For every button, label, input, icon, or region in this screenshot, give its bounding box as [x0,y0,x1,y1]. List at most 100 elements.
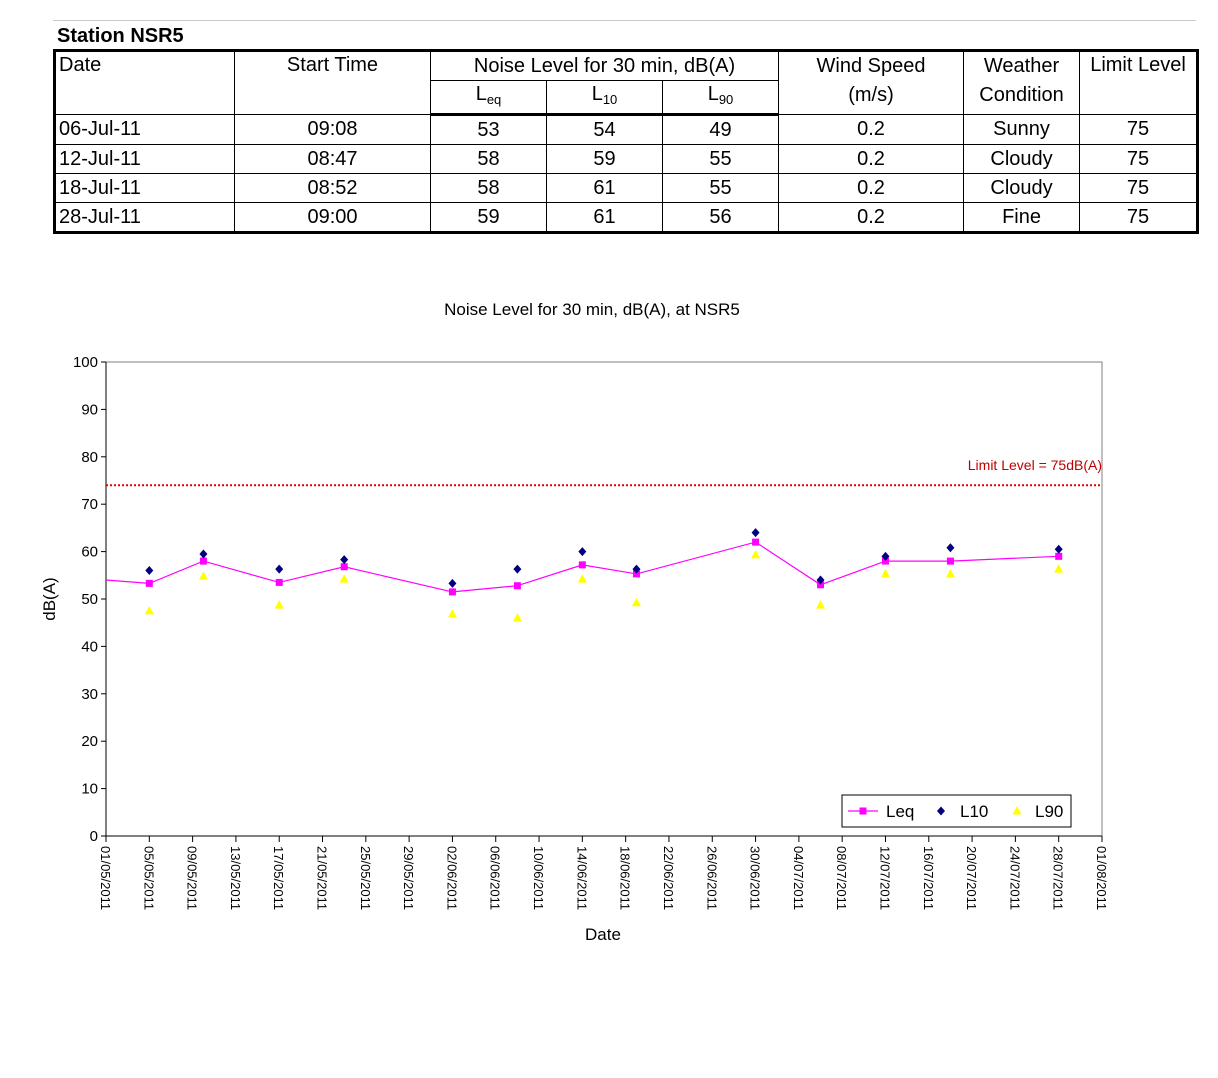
point-l90 [1054,564,1064,573]
y-axis-label: dB(A) [40,577,59,620]
cell-l10: 61 [546,202,663,233]
point-l90 [816,600,826,609]
point-l90 [512,612,522,622]
point-l10 [448,578,457,588]
point-leq [881,557,889,565]
cell-l90: 55 [661,144,780,174]
y-tick-label: 30 [81,686,98,703]
cell-date: 12-Jul-11 [54,144,235,174]
point-l10 [632,564,641,574]
x-tick-label: 01/05/2011 [98,846,113,910]
x-tick-label: 30/06/2011 [748,846,763,910]
cell-leq: 58 [430,144,547,174]
series-line-leq [105,541,1059,593]
l10-main: L [591,83,603,105]
point-l90 [144,605,154,615]
l90-main: L [707,83,719,105]
cell-weather: Cloudy [963,173,1081,203]
legend-marker-leq [859,807,867,815]
cell-limit: 75 [1079,144,1199,174]
y-axis: 0 10 20 30 40 50 60 70 80 90 100 [73,354,107,845]
point-l90 [339,574,349,583]
x-tick-label: 06/06/2011 [488,846,503,910]
x-tick-label: 24/07/2011 [1007,846,1022,910]
legend: Leq L10 L90 [841,794,1072,828]
legend-marker-l90 [1012,806,1022,815]
cell-weather: Fine [963,202,1081,233]
x-tick-label: 02/06/2011 [444,846,459,910]
cell-time: 09:00 [234,202,431,233]
x-tick-label: 10/06/2011 [531,846,546,910]
point-leq [275,578,283,586]
point-l10 [881,551,890,561]
cell-limit: 75 [1079,114,1199,145]
y-tick-label: 40 [81,638,98,655]
l10-sub: 10 [602,92,618,107]
cell-l90: 49 [661,114,780,145]
header-leq: Leq [430,80,547,116]
point-leq [199,557,207,565]
table-row: 06-Jul-11 09:08 53 54 49 0.2 Sunny 75 [54,114,1199,145]
series-l90 [144,549,1064,622]
x-axis: 01/05/2011 05/05/2011 09/05/2011 13/05/2011… [98,835,1109,910]
y-tick-label: 80 [81,449,98,466]
point-l10 [578,547,587,557]
cell-date: 18-Jul-11 [54,173,235,203]
cell-leq: 53 [430,114,547,145]
cell-wind: 0.2 [778,173,965,203]
x-tick-label: 25/05/2011 [358,846,373,910]
table-row: 28-Jul-11 09:00 59 61 56 0.2 Fine 75 [54,202,1199,233]
point-l90 [631,597,641,607]
cell-weather: Cloudy [963,144,1081,174]
point-leq [817,581,825,589]
cell-weather: Sunny [963,114,1081,145]
x-tick-label: 12/07/2011 [877,846,892,910]
cell-wind: 0.2 [778,114,965,145]
x-tick-label: 04/07/2011 [791,846,806,910]
point-leq [946,557,954,565]
cell-l10: 54 [546,114,663,145]
station-title: Station NSR5 [53,20,1196,49]
legend-label-l10: L10 [960,802,988,821]
cell-limit: 75 [1079,202,1199,233]
cell-leq: 59 [430,202,547,233]
y-tick-label: 10 [81,781,98,798]
cell-wind: 0.2 [778,144,965,174]
leq-sub: eq [486,92,502,107]
limit-label: Limit Level = 75dB(A) [968,457,1102,473]
series-group [105,528,1064,622]
point-l90 [274,600,284,609]
point-l10 [816,575,825,585]
plot-area [105,361,1103,837]
point-leq [578,561,586,569]
point-l10 [145,566,154,576]
point-leq [752,538,760,546]
point-l90 [198,571,208,580]
header-weather: Weather Condition [963,50,1081,115]
legend-label-leq: Leq [886,802,914,821]
point-l10 [946,543,955,553]
cell-wind: 0.2 [778,202,965,233]
legend-box [841,794,1072,828]
x-tick-label: 29/05/2011 [401,846,416,910]
table-header-row-1: Date Start Time Noise Level for 30 min, … [54,50,1199,115]
x-tick-label: 21/05/2011 [315,846,330,910]
y-tick-label: 0 [90,828,98,845]
point-l10 [513,564,522,574]
noise-table-section: Station NSR5 Date Start Time Noise Level… [53,20,1200,234]
point-l90 [447,609,457,618]
point-l10 [199,549,208,559]
l90-sub: 90 [718,92,734,107]
table-row: 12-Jul-11 08:47 58 59 55 0.2 Cloudy 75 [54,144,1199,174]
x-tick-label: 26/06/2011 [704,846,719,910]
x-tick-label: 28/07/2011 [1051,846,1066,910]
series-l10 [145,528,1063,588]
header-wind-speed: Wind Speed (m/s) [778,50,965,115]
point-leq [145,579,153,587]
point-leq [340,563,348,571]
x-tick-label: 16/07/2011 [921,846,936,910]
x-tick-label: 22/06/2011 [661,846,676,910]
cell-date: 28-Jul-11 [54,202,235,233]
cell-l90: 55 [661,173,780,203]
point-l10 [275,564,284,574]
